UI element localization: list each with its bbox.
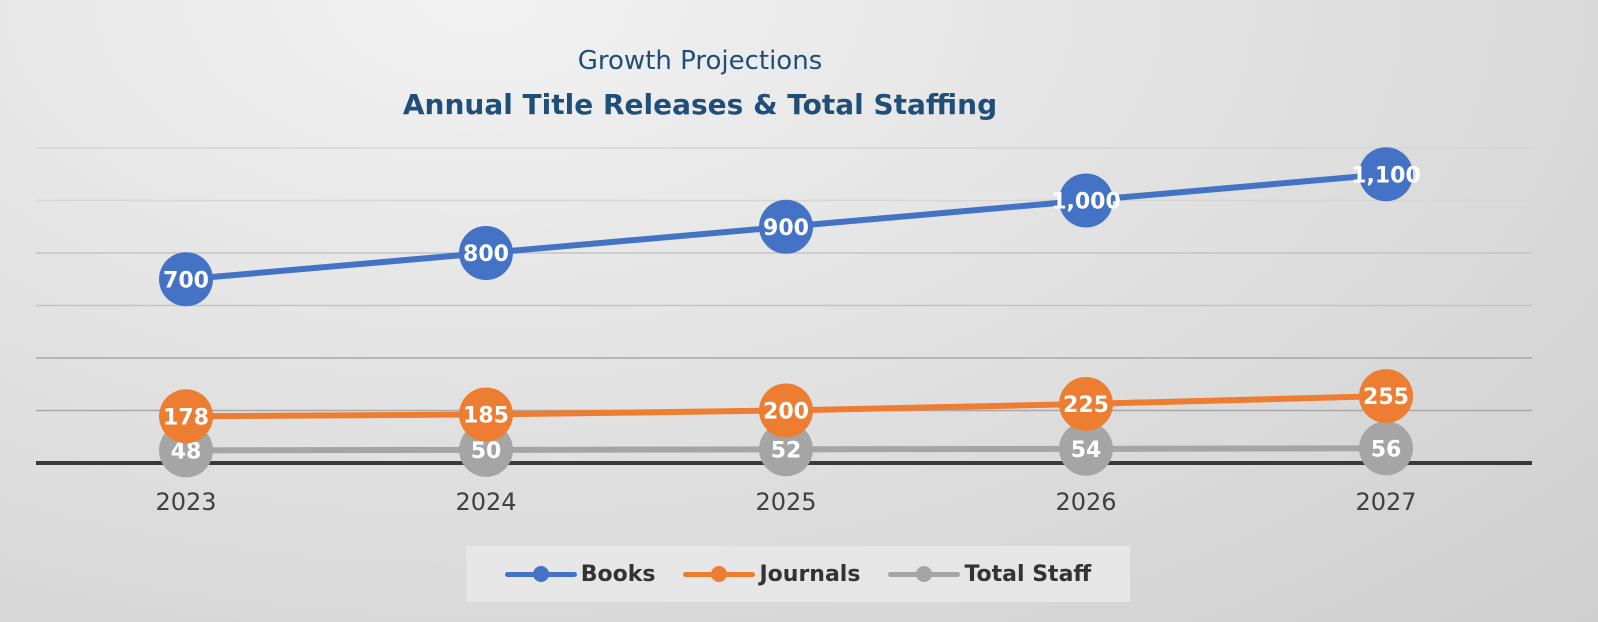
data-label: 1,100 [1351,163,1421,188]
legend: Books Journals Total Staff [466,546,1130,602]
legend-swatch-books [504,564,577,584]
data-point [1059,421,1113,476]
x-tick-label: 2025 [755,488,816,516]
legend-label-journals: Journals [759,561,861,587]
chart-title: Growth Projections [577,46,823,76]
data-point [759,422,813,477]
x-tick-label: 2024 [455,488,516,516]
legend-label-books: Books [580,561,656,587]
data-point [1359,369,1413,424]
data-point [159,389,213,444]
x-tick-label: 2027 [1355,488,1416,516]
data-label: 700 [163,268,209,293]
data-point [1059,376,1113,431]
data-label: 200 [763,400,809,425]
data-label: 178 [163,405,209,430]
data-label: 255 [1363,385,1409,410]
legend-label-total-staff: Total Staff [964,561,1092,587]
data-label: 48 [171,439,202,464]
data-label: 54 [1071,438,1102,463]
data-point [1059,173,1113,228]
data-label: 56 [1371,437,1402,462]
data-label: 185 [463,403,509,428]
data-label: 800 [463,242,509,267]
data-label: 900 [763,216,809,241]
x-tick-label: 2023 [155,488,216,516]
legend-item-total-staff[interactable]: Total Staff [888,562,1091,587]
data-label: 50 [471,439,502,464]
data-label: 1,000 [1051,190,1121,215]
data-point [459,387,513,442]
legend-item-journals[interactable]: Journals [683,562,860,587]
chart-subtitle: Annual Title Releases & Total Staffing [402,88,998,121]
data-point [759,199,813,254]
data-label: 225 [1063,393,1109,418]
x-tick-label: 2026 [1055,488,1116,516]
data-label: 52 [771,438,802,463]
data-point [759,383,813,438]
data-point [459,226,513,280]
data-point [1359,147,1413,202]
legend-swatch-journals [683,564,756,584]
data-point [159,252,213,307]
legend-item-books[interactable]: Books [504,561,656,587]
legend-swatch-total-staff [888,564,961,584]
data-point [1359,421,1413,476]
